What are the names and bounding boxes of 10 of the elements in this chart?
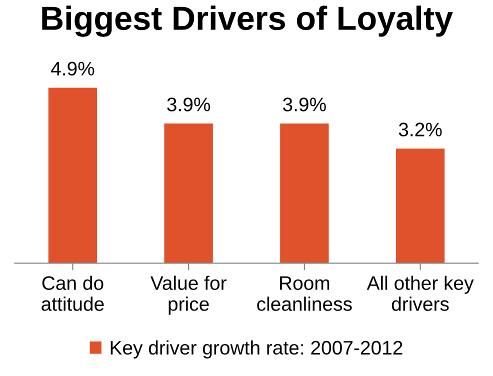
data-label: 4.9% (51, 62, 94, 76)
x-tick-label: Can do attitude (42, 276, 104, 311)
chart-title: Biggest Drivers of Loyalty (42, 6, 453, 37)
x-tick-label: Room cleanliness (257, 276, 352, 311)
legend-label: Key driver growth rate: 2007-2012 (110, 340, 402, 358)
data-label: 3.9% (167, 98, 210, 112)
data-label: 3.2% (398, 122, 442, 136)
x-tick-label: Value for price (150, 276, 226, 315)
data-label: 3.9% (283, 98, 326, 112)
x-tick-label: All other key drivers (366, 276, 474, 311)
